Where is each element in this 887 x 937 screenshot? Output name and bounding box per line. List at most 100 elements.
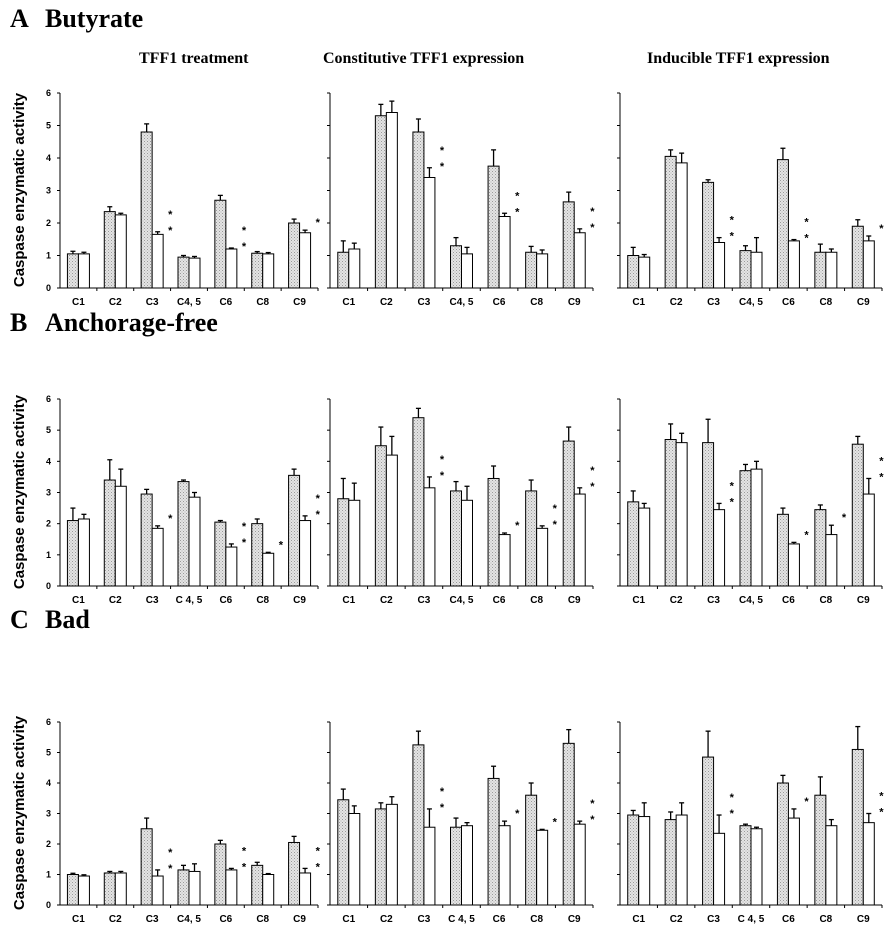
x-tick-label: C4, 5 [450,595,474,606]
panel-title: Bad [45,605,90,634]
bar-control [525,794,538,906]
x-tick-label: C4, 5 [177,914,201,925]
bar-tff1 [675,814,688,906]
x-tick-label: C2 [109,914,122,925]
bar-tff1 [862,240,875,289]
y-tick-label: 3 [46,809,51,819]
bar-tff1 [498,216,511,289]
significance-star: * [879,791,884,803]
bar-control [251,864,264,906]
x-tick-label: C9 [857,595,870,606]
bar-control [177,256,190,289]
significance-star: * [515,190,520,202]
significance-star: * [730,496,735,508]
significance-star: * [730,215,735,227]
x-tick-label: C2 [670,595,683,606]
bar-control [412,417,425,587]
y-tick-label: 1 [46,251,51,261]
bar-tff1 [750,251,763,289]
significance-star: * [590,465,595,477]
y-tick-label: 4 [46,153,51,163]
bar-control [337,799,350,906]
bar-tff1 [262,874,275,906]
significance-star: * [553,816,558,828]
x-tick-label: C9 [293,595,306,606]
bar-tff1 [114,214,127,289]
bar-control [851,225,864,289]
bar-tff1 [675,162,688,289]
bar-tff1 [638,256,651,289]
bar-tff1 [225,546,238,587]
significance-star: * [279,539,284,551]
panel-letter: A [10,4,29,33]
bar-control [525,490,538,587]
bar-tff1 [151,527,164,587]
significance-star: * [440,470,445,482]
x-tick-label: C6 [782,595,795,606]
subplot-a-1: 0 1 2 3 4 5 6 C1 C2 C3 * * C4, 5 C6 * * C8 C9 * [46,88,321,308]
x-tick-label: C1 [632,914,645,925]
x-tick-label: C3 [707,297,720,308]
bar-tff1 [114,485,127,587]
significance-star: * [590,206,595,218]
bar-control [337,251,350,289]
significance-star: * [168,225,173,237]
bar-tff1 [638,507,651,587]
bar-tff1 [262,552,275,587]
bar-control [739,825,752,906]
bar-control [814,509,827,587]
x-tick-label: C1 [72,595,85,606]
significance-star: * [879,223,884,235]
bar-control [140,131,153,289]
x-tick-label: C6 [219,914,232,925]
bar-control [214,843,227,906]
bar-tff1 [675,442,688,587]
bar-tff1 [573,232,586,289]
x-tick-label: C4, 5 [450,297,474,308]
significance-star: * [590,222,595,234]
significance-star: * [440,145,445,157]
bar-control [66,874,79,906]
bar-control [251,523,264,587]
significance-star: * [553,503,558,515]
y-tick-label: 3 [46,186,51,196]
bar-tff1 [713,509,726,587]
y-tick-label: 6 [46,717,51,727]
y-tick-label: 3 [46,488,51,498]
y-tick-label: 2 [46,218,51,228]
bar-control [412,131,425,289]
bar-control [664,819,677,906]
y-axis-label: Caspase enzymatic activity [11,394,28,589]
y-tick-label: 2 [46,839,51,849]
bar-tff1 [77,518,90,587]
x-tick-label: C 4, 5 [176,595,203,606]
subplot-a-3: C1 C2 C3 * * C4, 5 C6 * * C8 C9 * [617,92,884,308]
bar-control [739,250,752,289]
y-tick-label: 5 [46,425,51,435]
subplot-b-1: 0 1 2 3 4 5 6 C1 C2 C3 * C 4, 5 C6 * * C8 * C9 * * [46,394,321,606]
y-axis-label: Caspase enzymatic activity [11,92,28,287]
x-tick-label: C6 [219,297,232,308]
bar-control [251,252,264,289]
x-tick-label: C8 [530,914,543,925]
bar-tff1 [151,233,164,289]
x-tick-label: C9 [568,914,581,925]
bar-control [776,159,789,289]
x-tick-label: C2 [109,595,122,606]
bar-tff1 [825,825,838,906]
significance-star: * [879,455,884,467]
bar-control [814,794,827,906]
panel-b: B Anchorage-free Caspase enzymatic activit… [10,308,884,606]
y-tick-label: 4 [46,456,51,466]
significance-star: * [515,206,520,218]
x-tick-label: C6 [782,297,795,308]
x-tick-label: C9 [568,297,581,308]
significance-star: * [842,512,847,524]
significance-star: * [804,529,809,541]
y-tick-label: 1 [46,870,51,880]
significance-star: * [879,471,884,483]
significance-star: * [879,807,884,819]
significance-star: * [440,786,445,798]
bar-control [702,756,715,906]
